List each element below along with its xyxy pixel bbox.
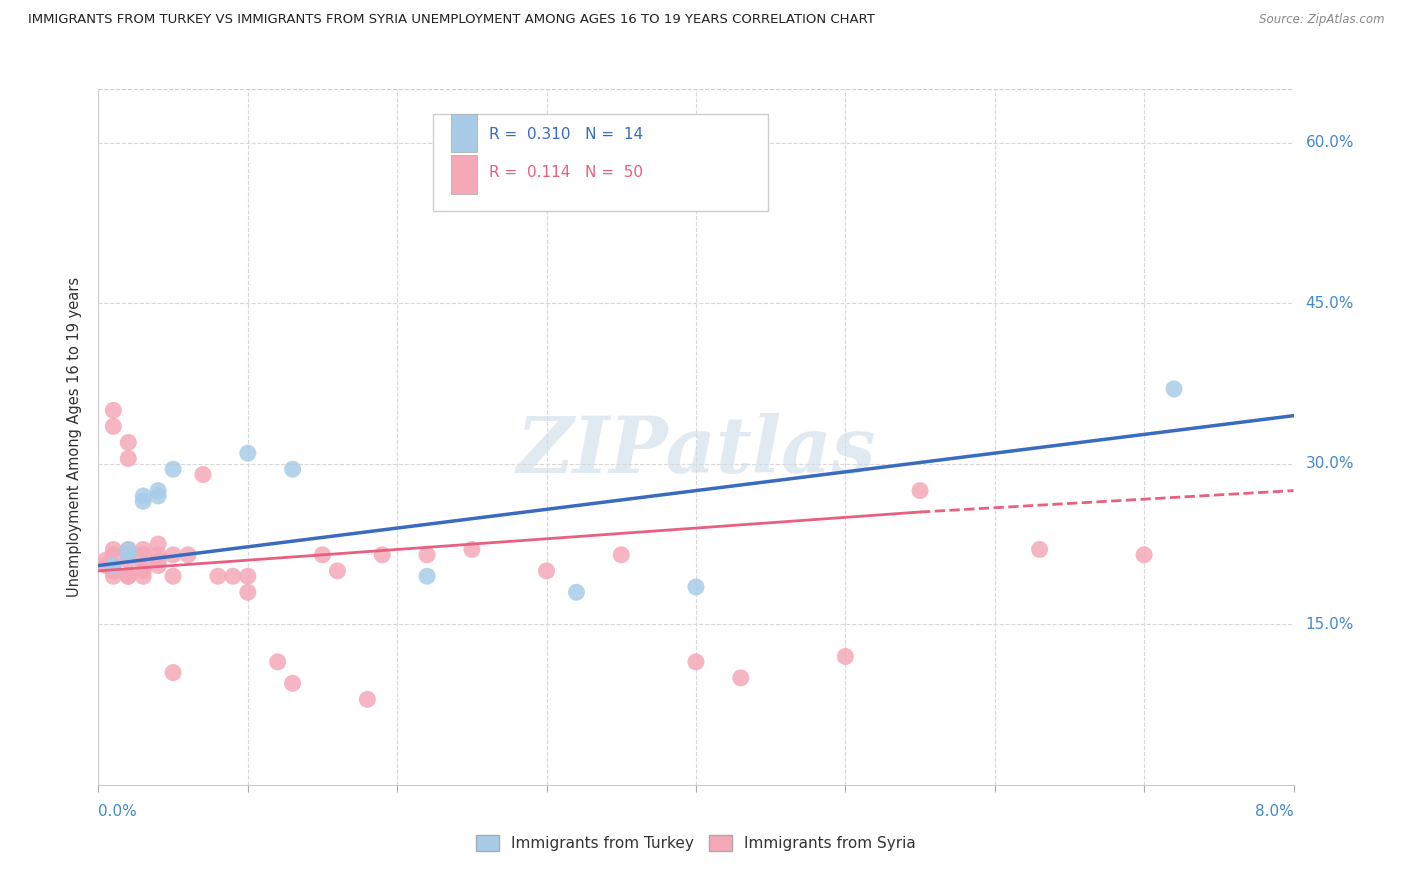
Text: 0.0%: 0.0% xyxy=(98,805,138,819)
Point xyxy=(236,585,259,599)
FancyBboxPatch shape xyxy=(451,113,477,152)
Point xyxy=(191,467,214,482)
Text: IMMIGRANTS FROM TURKEY VS IMMIGRANTS FROM SYRIA UNEMPLOYMENT AMONG AGES 16 TO 19: IMMIGRANTS FROM TURKEY VS IMMIGRANTS FRO… xyxy=(28,13,875,27)
Point xyxy=(685,655,707,669)
Point xyxy=(236,446,259,460)
Point xyxy=(132,542,155,557)
Text: Source: ZipAtlas.com: Source: ZipAtlas.com xyxy=(1260,13,1385,27)
Point xyxy=(162,569,184,583)
Point xyxy=(267,655,290,669)
Point xyxy=(132,489,155,503)
Point xyxy=(416,569,439,583)
Point xyxy=(117,569,139,583)
Point xyxy=(148,483,170,498)
Point xyxy=(148,489,170,503)
Point xyxy=(326,564,349,578)
Point xyxy=(371,548,394,562)
Text: 15.0%: 15.0% xyxy=(1305,617,1354,632)
Point xyxy=(177,548,200,562)
Point xyxy=(117,548,139,562)
Point xyxy=(565,585,588,599)
Point xyxy=(132,558,155,573)
Point xyxy=(94,553,117,567)
Y-axis label: Unemployment Among Ages 16 to 19 years: Unemployment Among Ages 16 to 19 years xyxy=(67,277,83,597)
Point xyxy=(461,542,484,557)
Text: 8.0%: 8.0% xyxy=(1254,805,1294,819)
Point xyxy=(685,580,707,594)
Point xyxy=(908,483,931,498)
Point xyxy=(730,671,752,685)
Point xyxy=(117,435,139,450)
Point xyxy=(103,419,125,434)
Point xyxy=(117,553,139,567)
Point xyxy=(311,548,333,562)
Point xyxy=(834,649,856,664)
Point xyxy=(132,569,155,583)
Point xyxy=(117,569,139,583)
Point xyxy=(207,569,229,583)
Point xyxy=(222,569,245,583)
Text: R =  0.310   N =  14: R = 0.310 N = 14 xyxy=(489,127,644,142)
Point xyxy=(148,558,170,573)
Point xyxy=(148,548,170,562)
Point xyxy=(117,548,139,562)
Point xyxy=(132,564,155,578)
Point xyxy=(1163,382,1185,396)
Point xyxy=(148,553,170,567)
Point xyxy=(117,451,139,466)
Point xyxy=(162,462,184,476)
Text: 60.0%: 60.0% xyxy=(1305,136,1354,150)
Point xyxy=(416,548,439,562)
Point xyxy=(103,542,125,557)
Text: R =  0.114   N =  50: R = 0.114 N = 50 xyxy=(489,165,643,180)
Point xyxy=(132,494,155,508)
Point xyxy=(610,548,633,562)
Point xyxy=(94,558,117,573)
FancyBboxPatch shape xyxy=(451,155,477,194)
Point xyxy=(356,692,378,706)
Point xyxy=(132,548,155,562)
Point xyxy=(103,569,125,583)
Point xyxy=(117,542,139,557)
Point xyxy=(103,403,125,417)
FancyBboxPatch shape xyxy=(433,113,768,211)
Point xyxy=(103,564,125,578)
Legend: Immigrants from Turkey, Immigrants from Syria: Immigrants from Turkey, Immigrants from … xyxy=(470,830,922,857)
Point xyxy=(281,676,304,690)
Point xyxy=(103,558,125,573)
Point xyxy=(148,537,170,551)
Point xyxy=(103,558,125,573)
Point xyxy=(162,665,184,680)
Point xyxy=(536,564,558,578)
Point xyxy=(117,542,139,557)
Point xyxy=(103,548,125,562)
Point xyxy=(236,569,259,583)
Point xyxy=(281,462,304,476)
Point xyxy=(162,548,184,562)
Text: ZIPatlas: ZIPatlas xyxy=(516,413,876,489)
Text: 30.0%: 30.0% xyxy=(1305,457,1354,471)
Text: 45.0%: 45.0% xyxy=(1305,296,1354,310)
Point xyxy=(1028,542,1050,557)
Point xyxy=(1133,548,1156,562)
